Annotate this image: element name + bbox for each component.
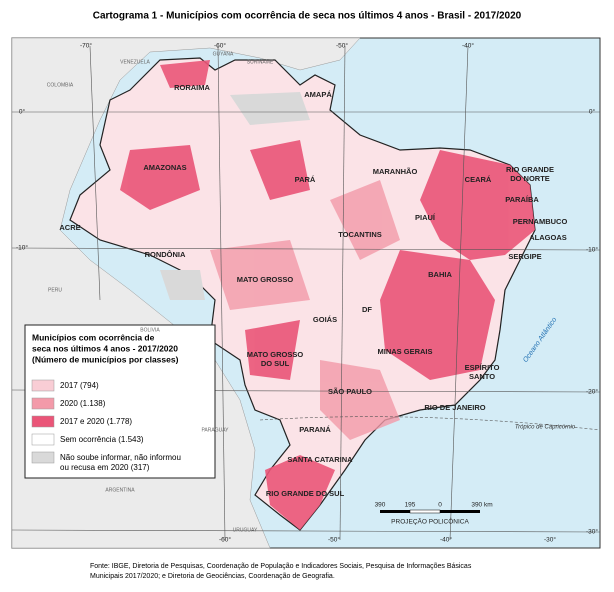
coordinate-label: -50°: [336, 42, 348, 50]
state-label: AMAPÁ: [304, 90, 332, 99]
legend-label: 2017 e 2020 (1.778): [60, 417, 132, 426]
state-label: ESPÍRITO: [465, 363, 500, 372]
tropic-label: Trópico de Capricórnio: [515, 425, 576, 431]
state-label: MARANHÃO: [373, 167, 418, 176]
legend-swatch: [31, 379, 55, 392]
state-label: ACRE: [59, 223, 80, 232]
state-label: PARANÁ: [299, 425, 331, 434]
coordinate-label: -10°: [16, 244, 28, 252]
country-label: GUYANA: [213, 51, 234, 57]
country-label: COLOMBIA: [47, 82, 74, 88]
country-label: SURINAME: [247, 59, 274, 65]
state-label: DF: [362, 305, 372, 314]
state-label: DO SUL: [261, 359, 290, 368]
legend-box: [24, 324, 216, 479]
state-label: SERGIPE: [508, 252, 541, 261]
title: Cartograma 1 - Municípios com ocorrência…: [93, 11, 522, 22]
legend-title: Municípios com ocorrência de: [32, 332, 155, 342]
state-label: PARAÍBA: [505, 195, 539, 204]
scale-label: PROJEÇÃO POLICÔNICA: [391, 517, 469, 526]
coordinate-label: -70°: [80, 42, 92, 50]
state-label: PARÁ: [295, 175, 316, 184]
scale-tick: 195: [405, 502, 416, 509]
state-label: MATO GROSSO: [237, 275, 294, 284]
coordinate-label: -60°: [219, 536, 231, 544]
legend-label: Sem ocorrência (1.543): [60, 435, 144, 444]
state-label: CEARÁ: [465, 175, 492, 184]
state-label: PIAUÍ: [415, 213, 436, 222]
legend-swatch: [31, 451, 55, 464]
drought-areas: [120, 60, 535, 530]
country-label: PERU: [48, 287, 62, 293]
graticule: [11, 45, 601, 541]
coordinate-label: -30°: [586, 528, 598, 536]
legend-title: (Número de municípios por classes): [32, 354, 179, 364]
state-label: GOIÁS: [313, 315, 337, 324]
source: Fonte: IBGE, Diretoria de Pesquisas, Coo…: [90, 563, 472, 570]
state-label: AMAZONAS: [143, 163, 186, 172]
state-label: MINAS GERAIS: [377, 347, 432, 356]
coordinate-label: -10°: [586, 246, 598, 254]
legend-label: 2017 (794): [60, 381, 99, 390]
state-label: RIO DE JANEIRO: [424, 403, 485, 412]
country-label: BOLIVIA: [140, 327, 160, 333]
no-info-areas: [160, 92, 310, 300]
state-label: TOCANTINS: [338, 230, 382, 239]
coordinate-label: -20°: [586, 388, 598, 396]
drought-2020-areas: [210, 180, 400, 440]
legend-label: Não soube informar, não informou: [60, 453, 181, 462]
legend-swatch: [31, 397, 55, 410]
legend-swatch: [31, 415, 55, 428]
legend-label: ou recusa em 2020 (317): [60, 463, 150, 472]
country-label: PARAGUAY: [201, 427, 229, 433]
state-label: DO NORTE: [510, 174, 550, 183]
state-label: SANTO: [469, 372, 495, 381]
country-label: ARGENTINA: [105, 487, 135, 493]
source: Municipais 2017/2020; e Diretoria de Geo…: [90, 573, 335, 580]
state-label: RORAIMA: [174, 83, 210, 92]
scale-tick: 390: [375, 502, 386, 509]
scale-bar: [380, 509, 480, 514]
scale-tick: 390 km: [471, 502, 492, 509]
state-label: ALAGOAS: [529, 233, 567, 242]
state-label: RONDÔNIA: [145, 250, 186, 259]
scale-tick: 0: [438, 502, 442, 509]
state-label: MATO GROSSO: [247, 350, 304, 359]
coordinate-label: 0°: [19, 108, 26, 116]
coordinate-label: -40°: [440, 536, 452, 544]
state-label: SÃO PAULO: [328, 387, 372, 396]
state-label: PERNAMBUCO: [513, 217, 568, 226]
coordinate-label: -30°: [544, 536, 556, 544]
coordinate-label: -40°: [462, 42, 474, 50]
coordinate-label: 0°: [589, 108, 596, 116]
country-label: URUGUAY: [233, 527, 258, 533]
state-label: RIO GRANDE: [506, 165, 554, 174]
state-label: SANTA CATARINA: [287, 455, 353, 464]
coordinate-label: -60°: [214, 42, 226, 50]
country-label: VENEZUELA: [120, 59, 150, 65]
legend-label: 2020 (1.138): [60, 399, 106, 408]
state-label: BAHIA: [428, 270, 452, 279]
coordinate-label: -50°: [328, 536, 340, 544]
legend-swatch: [31, 433, 55, 446]
legend-title: seca nos últimos 4 anos - 2017/2020: [32, 343, 178, 353]
state-label: RIO GRANDE DO SUL: [266, 489, 345, 498]
